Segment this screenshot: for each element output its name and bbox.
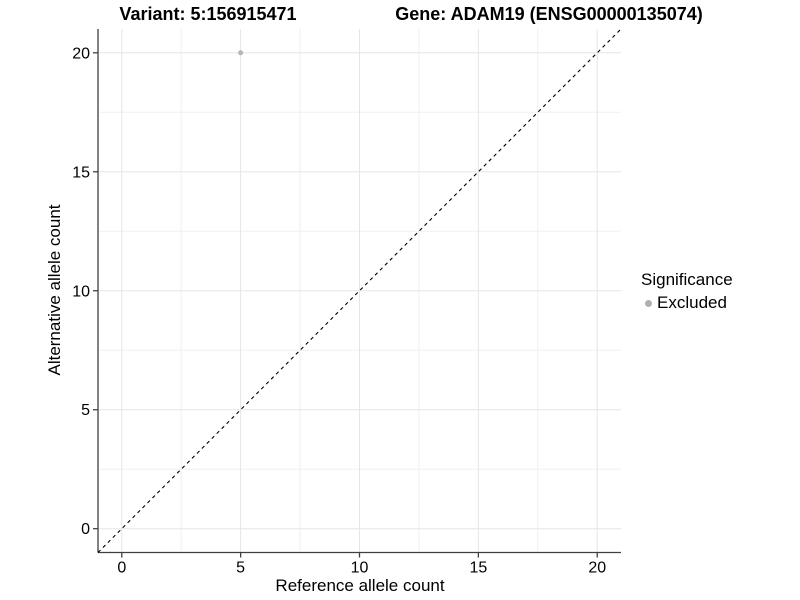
tick-labels: 0 5 10 15 20 0 5 10 15 20 (72, 45, 606, 576)
identity-dashed-line (97, 28, 622, 553)
data-points (238, 50, 244, 56)
gene-title: Gene: ADAM19 (ENSG00000135074) (395, 4, 703, 24)
legend: Significance Excluded (641, 270, 733, 313)
y-tick-label: 5 (81, 402, 90, 419)
identity-line (97, 28, 622, 553)
legend-title: Significance (641, 270, 733, 289)
y-axis-title: Alternative allele count (45, 204, 64, 376)
variant-title: Variant: 5:156915471 (119, 4, 297, 24)
x-tick-label: 0 (117, 560, 126, 577)
y-tick-label: 15 (72, 164, 90, 181)
x-axis-title: Reference allele count (275, 576, 445, 595)
y-tick-label: 10 (72, 283, 90, 300)
x-tick-label: 20 (588, 560, 606, 577)
legend-key-dot-icon (645, 299, 652, 307)
axis-ticks (93, 52, 598, 558)
y-tick-label: 20 (72, 45, 90, 62)
data-point (238, 50, 244, 56)
x-tick-label: 5 (236, 560, 245, 577)
x-tick-label: 15 (469, 560, 487, 577)
x-tick-label: 10 (351, 560, 369, 577)
legend-item-excluded: Excluded (641, 293, 733, 313)
legend-item-label: Excluded (657, 293, 727, 312)
major-gridlines (98, 29, 621, 553)
y-tick-label: 0 (81, 521, 90, 538)
